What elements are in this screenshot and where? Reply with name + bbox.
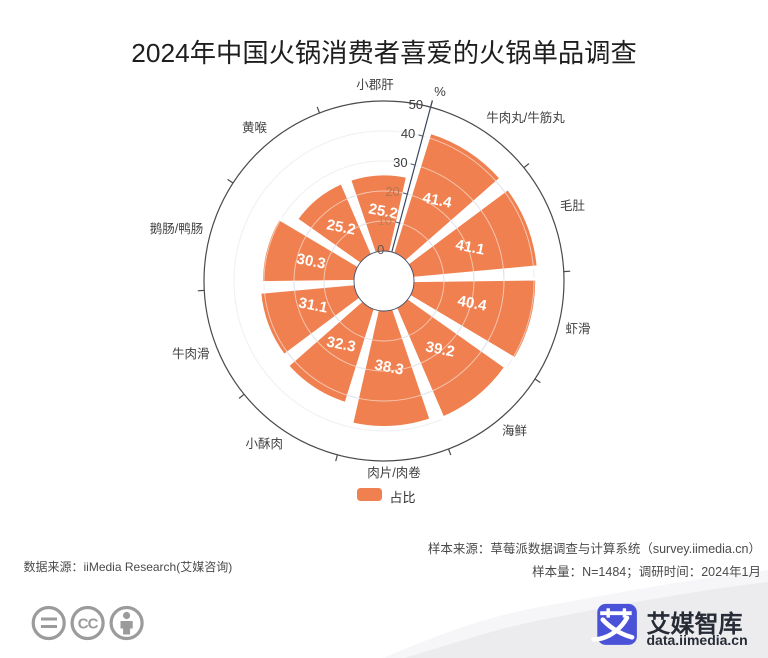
svg-text:CC: CC (78, 616, 99, 633)
